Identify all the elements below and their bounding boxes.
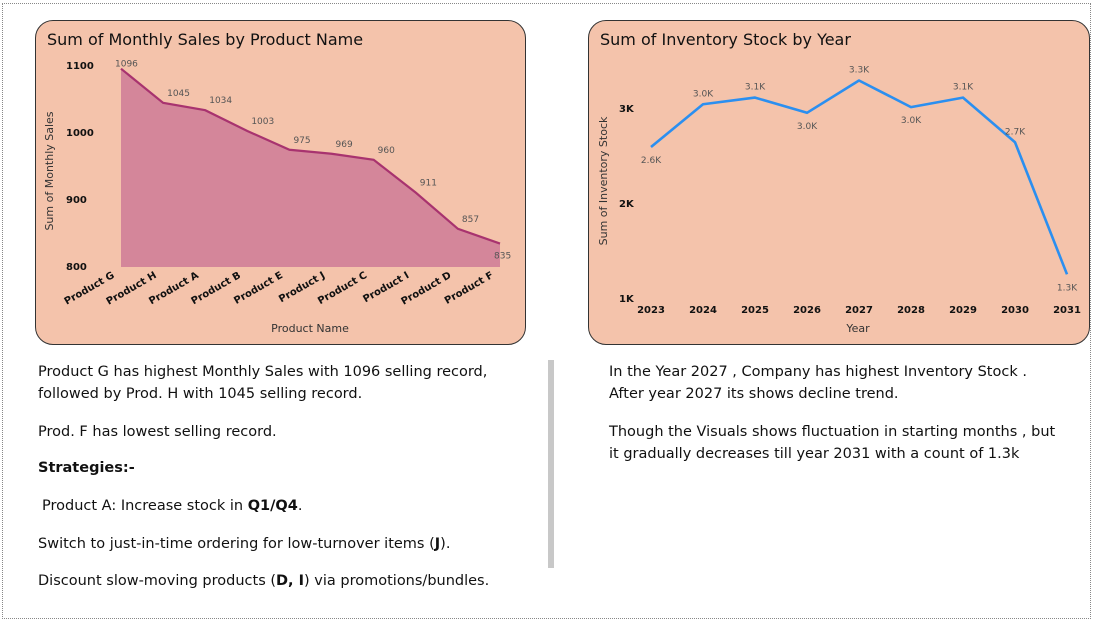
sales-y-tick-900: 900 [66, 195, 87, 206]
inventory-chart-title: Sum of Inventory Stock by Year [600, 30, 851, 49]
sales-data-label-product-h: 1045 [167, 89, 190, 99]
inventory-x-tick-2029: 2029 [949, 305, 977, 316]
strategy-1-text: Product A: Increase stock in [42, 498, 248, 514]
sales-data-label-product-g: 1096 [115, 60, 138, 70]
strategy-1-end: . [297, 498, 303, 514]
strategy-3-end: ) via promotions/bundles. [304, 573, 490, 589]
inventory-x-tick-2027: 2027 [845, 305, 873, 316]
inventory-data-label-2031: 1.3K [1057, 283, 1078, 293]
strategy-3: Discount slow-moving products (D, I) via… [38, 570, 489, 592]
strategy-2-emphasis: J [434, 536, 441, 552]
note-right-line-4: it gradually decreases till year 2031 wi… [609, 446, 1020, 462]
sales-data-label-product-i: 911 [420, 179, 437, 189]
inventory-chart-card[interactable]: Sum of Inventory Stock by Year 2.6K 3.0K 3… [588, 20, 1090, 345]
inventory-data-label-2027: 3.3K [849, 66, 870, 76]
inventory-y-axis-title: Sum of Inventory Stock [597, 116, 610, 245]
note-left-line-3: Prod. F has lowest selling record. [38, 424, 277, 440]
strategy-2-end: ). [440, 536, 451, 552]
inventory-data-label-2028: 3.0K [901, 116, 922, 126]
page-frame [2, 3, 1091, 619]
note-left-line-2: followed by Prod. H with 1045 selling re… [38, 386, 363, 402]
strategy-2: Switch to just-in-time ordering for low-… [38, 533, 450, 555]
inventory-data-label-2023: 2.6K [641, 156, 662, 166]
strategy-1: Product A: Increase stock in Q1/Q4. [42, 495, 302, 517]
sales-data-label-product-b: 1003 [251, 117, 274, 127]
strategy-1-emphasis: Q1/Q4 [247, 498, 298, 514]
sales-y-tick-1100: 1100 [66, 61, 94, 72]
inventory-series-line [650, 79, 1069, 275]
sales-area-chart[interactable]: 1096 1045 1034 1003 975 969 960 911 857 835 800 900… [36, 21, 526, 345]
inventory-x-tick-2031: 2031 [1053, 305, 1081, 316]
inventory-x-axis-title: Year [845, 322, 870, 335]
sales-data-label-product-c: 960 [378, 146, 395, 156]
sales-data-label-product-e: 975 [293, 136, 310, 146]
note-right-line-1: In the Year 2027 , Company has highest I… [609, 364, 1027, 380]
sales-x-axis-title: Product Name [271, 322, 349, 335]
note-right-line-2: After year 2027 its shows decline trend. [609, 386, 899, 402]
inventory-line-chart[interactable]: 2.6K 3.0K 3.1K 3.0K 3.3K 3.0K 3.1K 2.7K 1.3K 1K 2K… [589, 21, 1090, 345]
note-left-line-1: Product G has highest Monthly Sales with… [38, 364, 488, 380]
sales-data-label-product-f: 835 [494, 252, 511, 262]
sales-data-label-product-j: 969 [336, 140, 353, 150]
strategy-3-emphasis: D, I [276, 573, 305, 589]
inventory-x-tick-2024: 2024 [689, 305, 717, 316]
inventory-data-label-2029: 3.1K [953, 83, 974, 93]
inventory-data-label-2024: 3.0K [693, 89, 714, 99]
inventory-data-label-2030: 2.7K [1005, 127, 1026, 137]
sales-chart-card[interactable]: Sum of Monthly Sales by Product Name 109… [35, 20, 526, 345]
inventory-data-label-2025: 3.1K [745, 83, 766, 93]
note-right-line-3: Though the Visuals shows fluctuation in … [609, 424, 1056, 440]
sales-y-axis-title: Sum of Monthly Sales [43, 111, 56, 230]
sales-data-label-product-d: 857 [462, 215, 479, 225]
sales-y-tick-1000: 1000 [66, 128, 94, 139]
sales-series-line [120, 67, 501, 245]
inventory-y-tick-1000: 1K [619, 294, 635, 305]
inventory-x-tick-2025: 2025 [741, 305, 769, 316]
inventory-x-tick-2030: 2030 [1001, 305, 1029, 316]
inventory-x-tick-2023: 2023 [637, 305, 665, 316]
inventory-x-tick-2028: 2028 [897, 305, 925, 316]
sales-data-label-product-a: 1034 [209, 96, 232, 106]
strategies-heading: Strategies:- [38, 460, 135, 476]
inventory-y-tick-2000: 2K [619, 199, 635, 210]
sales-area-fill [121, 68, 500, 268]
column-divider [548, 360, 554, 568]
strategy-3-text: Discount slow-moving products ( [38, 573, 277, 589]
inventory-data-label-2026: 3.0K [797, 122, 818, 132]
sales-y-tick-800: 800 [66, 262, 87, 273]
inventory-y-tick-3000: 3K [619, 104, 635, 115]
inventory-x-tick-2026: 2026 [793, 305, 821, 316]
sales-chart-title: Sum of Monthly Sales by Product Name [47, 30, 364, 49]
strategy-2-text: Switch to just-in-time ordering for low-… [38, 536, 435, 552]
